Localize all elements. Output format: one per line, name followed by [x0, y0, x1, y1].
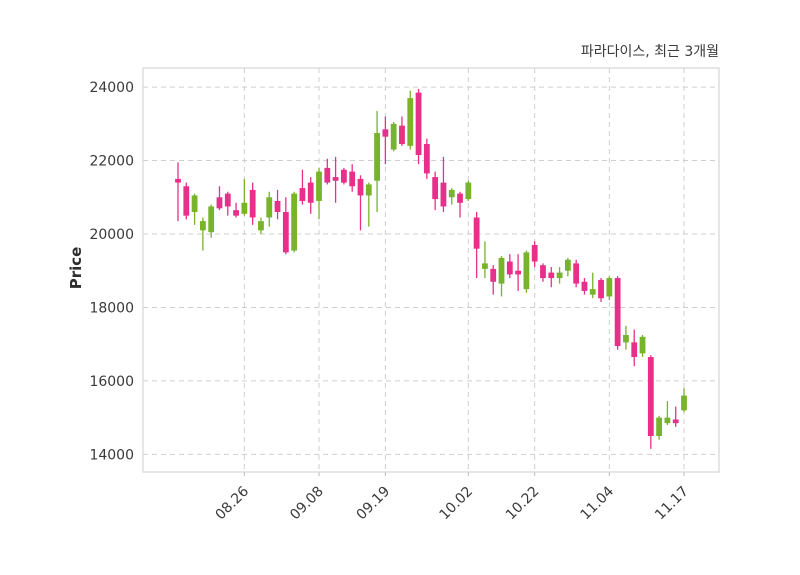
- candle-body: [564, 259, 571, 271]
- candle-body: [423, 144, 430, 174]
- candle-body: [299, 188, 306, 201]
- candle-body: [656, 417, 663, 437]
- candle-body: [540, 265, 546, 279]
- y-tick-label: 16000: [89, 374, 134, 390]
- candle-body: [199, 221, 206, 231]
- x-tick-label: 08.26: [213, 483, 253, 523]
- candle-body: [556, 272, 563, 279]
- candle-body: [482, 263, 488, 269]
- candle-body: [191, 195, 198, 212]
- candle-body: [282, 211, 289, 253]
- candle-body: [473, 217, 480, 249]
- x-tick-label: 10.02: [436, 484, 476, 524]
- candle-body: [324, 167, 331, 183]
- y-tick-label: 22000: [89, 154, 134, 170]
- candle-body: [681, 395, 687, 411]
- candle-body: [581, 281, 588, 291]
- candle-body: [291, 193, 298, 251]
- candle-body: [664, 417, 671, 424]
- candle-body: [465, 182, 472, 200]
- candle-body: [349, 171, 356, 187]
- candle-body: [531, 245, 538, 262]
- candle-body: [175, 178, 181, 183]
- candle-body: [440, 182, 447, 207]
- candle-body: [241, 202, 248, 214]
- candle-body: [266, 197, 273, 218]
- candle-body: [415, 92, 422, 156]
- candle-body: [216, 197, 223, 209]
- candle-body: [407, 98, 414, 146]
- candle-body: [374, 133, 380, 181]
- candle-body: [332, 177, 339, 181]
- candle-body: [614, 278, 621, 347]
- candle-body: [341, 169, 347, 183]
- candle-body: [365, 184, 372, 196]
- candle-body: [506, 261, 513, 275]
- candle-body: [274, 200, 281, 212]
- candle-body: [672, 419, 679, 424]
- candle-body: [548, 272, 555, 279]
- candle-body: [598, 279, 604, 299]
- chart-title: 파라다이스, 최근 3개월: [580, 44, 719, 60]
- candle-body: [606, 278, 613, 297]
- candle-body: [647, 357, 654, 437]
- candle-body: [498, 257, 505, 284]
- candle-body: [490, 268, 497, 282]
- plot-border: [142, 67, 720, 473]
- candle-body: [183, 186, 190, 216]
- x-tick-label: 09.08: [287, 484, 327, 524]
- candle-body: [523, 252, 530, 290]
- candle-body: [390, 123, 397, 150]
- candle-body: [258, 221, 264, 231]
- candle-body: [399, 125, 405, 145]
- x-tick-label: 10.22: [503, 484, 543, 524]
- candle-body: [639, 336, 646, 354]
- candle-body: [233, 210, 239, 216]
- candle-body: [224, 193, 231, 207]
- candle-body: [623, 335, 629, 343]
- candle-body: [249, 189, 256, 218]
- candle-body: [316, 171, 322, 201]
- x-tick-label: 11.17: [652, 484, 692, 524]
- y-axis-label: Price: [67, 246, 85, 290]
- candle-body: [457, 193, 463, 203]
- candle-body: [515, 270, 521, 275]
- candle-body: [357, 178, 364, 196]
- candle-body: [208, 206, 215, 233]
- y-tick-label: 20000: [89, 227, 134, 243]
- x-tick-label: 09.19: [354, 484, 394, 524]
- y-tick-label: 24000: [89, 80, 134, 96]
- candle-body: [307, 182, 314, 203]
- x-tick-label: 11.04: [578, 483, 618, 523]
- candle-body: [589, 289, 596, 295]
- candle-body: [573, 263, 580, 284]
- y-tick-label: 18000: [89, 300, 134, 316]
- y-tick-label: 14000: [89, 447, 134, 463]
- candle-body: [448, 189, 455, 198]
- candle-body: [382, 129, 389, 137]
- candle-body: [432, 177, 439, 200]
- candle-body: [631, 342, 638, 358]
